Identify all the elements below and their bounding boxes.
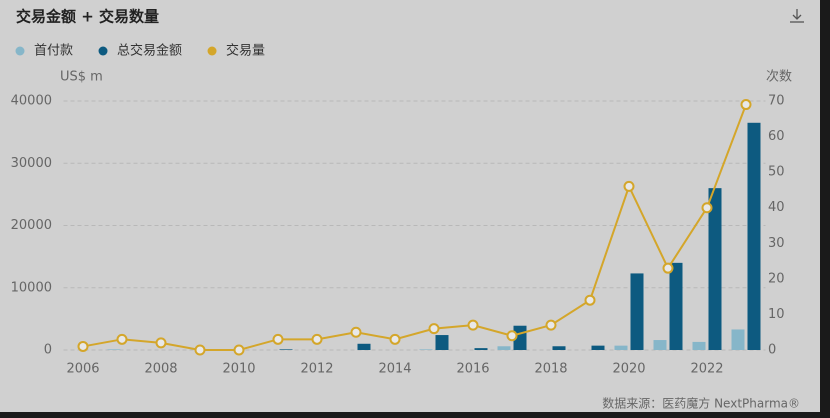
y-tick-label: 30000 bbox=[11, 156, 52, 171]
bar bbox=[552, 346, 566, 350]
line-point bbox=[740, 99, 752, 111]
y-tick-label: 10000 bbox=[11, 280, 52, 295]
legend-marker bbox=[207, 46, 217, 56]
line-point bbox=[506, 330, 518, 342]
line-point bbox=[233, 344, 245, 356]
y2-tick-label: 70 bbox=[768, 94, 785, 109]
x-tick-label: 2014 bbox=[378, 362, 411, 377]
bar bbox=[731, 329, 745, 350]
x-tick-label: 2010 bbox=[222, 362, 255, 377]
bar bbox=[497, 346, 511, 350]
bar bbox=[357, 343, 371, 350]
line-point bbox=[584, 294, 596, 306]
bar bbox=[591, 345, 605, 350]
bar bbox=[692, 341, 706, 350]
line-point bbox=[545, 319, 557, 331]
line-point bbox=[194, 344, 206, 356]
y-tick-label: 20000 bbox=[11, 218, 52, 233]
legend-marker bbox=[15, 46, 25, 56]
legend-label: 交易量 bbox=[226, 43, 265, 59]
x-tick-label: 2006 bbox=[66, 362, 99, 377]
legend-label: 总交易金额 bbox=[117, 43, 182, 59]
bar bbox=[435, 335, 449, 350]
legend-label: 首付款 bbox=[34, 44, 73, 59]
x-tick-label: 2018 bbox=[534, 362, 567, 377]
bar bbox=[474, 348, 488, 350]
y-axis-label: US$ m bbox=[60, 70, 103, 85]
bar bbox=[279, 349, 293, 350]
line-point bbox=[623, 180, 635, 192]
bar bbox=[630, 273, 644, 350]
y2-tick-label: 40 bbox=[768, 200, 785, 215]
y2-tick-label: 60 bbox=[768, 129, 785, 144]
line-point bbox=[272, 333, 284, 345]
line-point bbox=[389, 333, 401, 345]
x-tick-label: 2008 bbox=[144, 362, 177, 377]
x-tick-label: 2016 bbox=[456, 362, 489, 377]
x-tick-label: 2012 bbox=[300, 362, 333, 377]
legend-marker bbox=[98, 46, 108, 56]
bar bbox=[107, 349, 121, 350]
y2-tick-label: 50 bbox=[768, 165, 785, 180]
y2-tick-label: 20 bbox=[768, 271, 785, 286]
bar bbox=[653, 340, 667, 350]
x-tick-label: 2020 bbox=[612, 362, 645, 377]
line-point bbox=[467, 319, 479, 331]
line-point bbox=[350, 326, 362, 338]
y-tick-label: 40000 bbox=[11, 94, 52, 109]
line-point bbox=[311, 333, 323, 345]
line-point bbox=[77, 340, 89, 352]
x-tick-label: 2022 bbox=[690, 362, 723, 377]
chart-title: 交易金额 + 交易数量 bbox=[16, 8, 159, 26]
y2-tick-label: 10 bbox=[768, 307, 785, 322]
bar bbox=[747, 122, 761, 350]
y2-tick-label: 30 bbox=[768, 236, 785, 251]
line-point bbox=[428, 323, 440, 335]
bar bbox=[614, 345, 628, 350]
line-point bbox=[662, 262, 674, 274]
bar bbox=[669, 262, 683, 350]
line-point bbox=[155, 337, 167, 349]
y2-axis-label: 次数 bbox=[766, 69, 792, 85]
bar bbox=[708, 188, 722, 350]
download-icon[interactable] bbox=[790, 9, 804, 23]
line bbox=[82, 104, 747, 351]
bar bbox=[419, 349, 433, 350]
line-point bbox=[701, 202, 713, 214]
y2-tick-label: 0 bbox=[768, 343, 776, 358]
line-point bbox=[116, 333, 128, 345]
background bbox=[0, 0, 820, 412]
y-tick-label: 0 bbox=[44, 343, 52, 358]
source: 数据来源：医药魔方 NextPharma® bbox=[602, 396, 800, 411]
